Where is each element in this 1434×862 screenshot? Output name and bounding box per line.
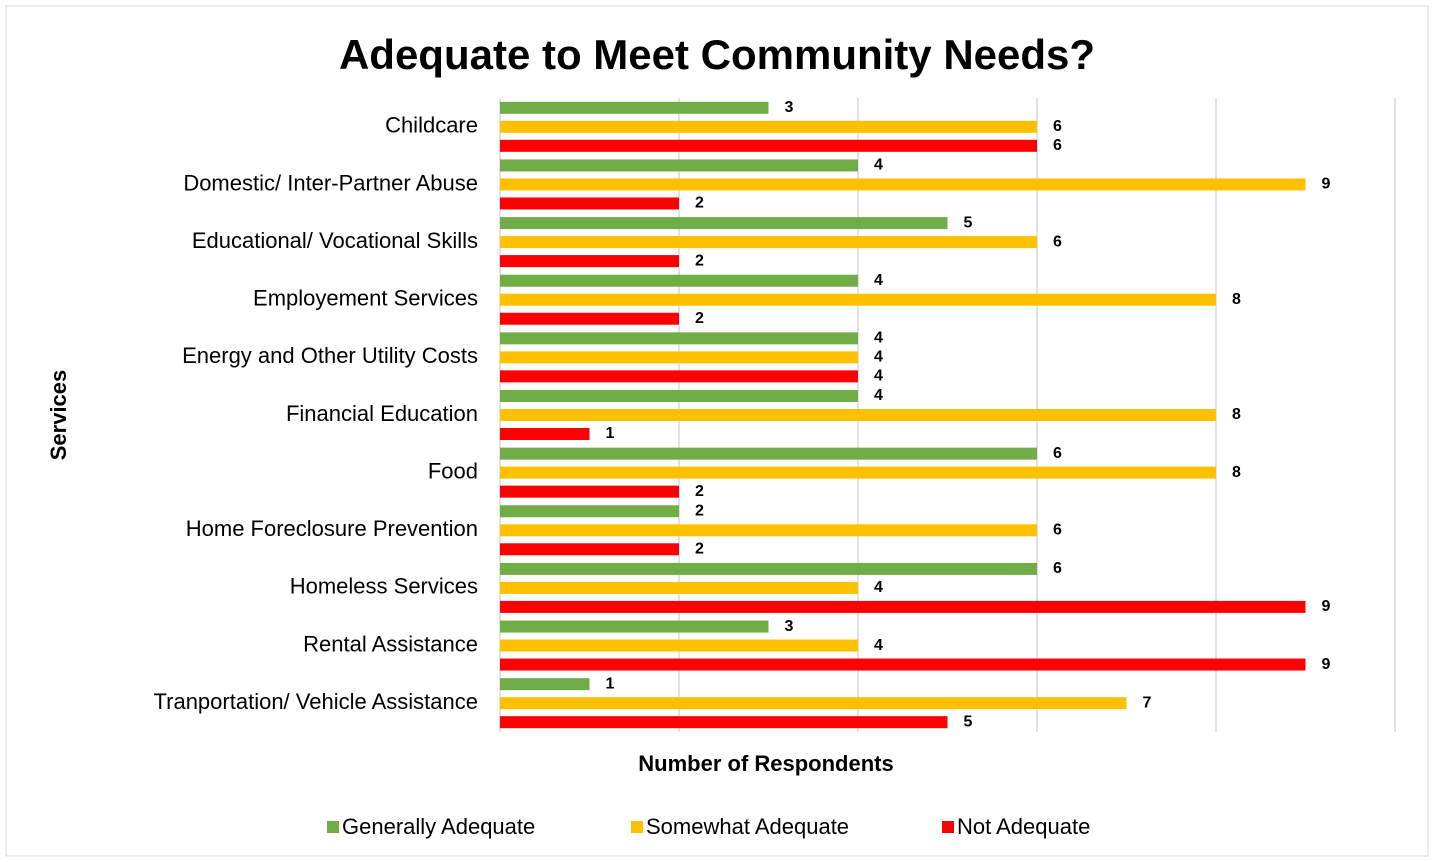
legend-label: Somewhat Adequate xyxy=(646,814,849,839)
bar xyxy=(500,505,679,518)
bar xyxy=(500,255,679,268)
x-axis-label: Number of Respondents xyxy=(638,751,893,776)
value-label: 4 xyxy=(874,368,883,385)
bar xyxy=(500,274,858,287)
bar xyxy=(500,101,769,114)
value-label: 9 xyxy=(1322,598,1331,615)
value-label: 4 xyxy=(874,637,883,654)
bar xyxy=(500,312,679,325)
bar xyxy=(500,159,858,172)
value-label: 2 xyxy=(695,502,704,519)
y-tick-label: Rental Assistance xyxy=(303,631,478,656)
bar xyxy=(500,139,1037,152)
bar xyxy=(500,678,590,691)
bar xyxy=(500,409,1216,421)
y-tick-label: Energy and Other Utility Costs xyxy=(182,343,478,368)
bar xyxy=(500,293,1216,306)
value-label: 2 xyxy=(695,540,704,557)
value-label: 2 xyxy=(695,483,704,500)
legend-swatch xyxy=(631,821,643,833)
bar xyxy=(500,620,769,633)
value-label: 6 xyxy=(1053,233,1062,250)
value-label: 1 xyxy=(606,425,615,442)
value-label: 4 xyxy=(874,579,883,596)
bar xyxy=(500,351,858,364)
value-label: 6 xyxy=(1053,118,1062,135)
bar xyxy=(500,716,948,729)
y-tick-label: Tranportation/ Vehicle Assistance xyxy=(154,689,478,714)
bar xyxy=(500,447,1037,460)
y-tick-label: Childcare xyxy=(385,113,478,138)
value-label: 8 xyxy=(1232,291,1241,308)
bar xyxy=(500,332,858,345)
bar xyxy=(500,236,1037,249)
value-label: 5 xyxy=(964,713,973,730)
bar xyxy=(500,524,1037,537)
y-tick-label: Employement Services xyxy=(253,286,478,311)
value-label: 4 xyxy=(874,157,883,174)
bar xyxy=(500,543,679,556)
y-axis-label: Services xyxy=(46,370,71,461)
bar xyxy=(500,658,1306,671)
value-label: 6 xyxy=(1053,521,1062,538)
y-tick-label: Educational/ Vocational Skills xyxy=(192,228,478,253)
value-label: 6 xyxy=(1053,137,1062,154)
value-label: 4 xyxy=(874,349,883,366)
value-label: 7 xyxy=(1143,694,1152,711)
bar xyxy=(500,217,948,230)
bar xyxy=(500,390,858,402)
bar xyxy=(500,639,858,652)
value-label: 6 xyxy=(1053,445,1062,462)
value-label: 3 xyxy=(785,618,794,635)
y-tick-label: Financial Education xyxy=(286,401,478,426)
value-label: 5 xyxy=(964,214,973,231)
chart-title: Adequate to Meet Community Needs? xyxy=(339,31,1095,78)
value-label: 4 xyxy=(874,387,883,404)
bar xyxy=(500,466,1216,479)
legend-swatch xyxy=(942,821,954,833)
bar xyxy=(500,697,1127,710)
bar xyxy=(500,581,858,594)
value-label: 4 xyxy=(874,330,883,347)
y-tick-label: Domestic/ Inter-Partner Abuse xyxy=(183,170,478,195)
bar xyxy=(500,600,1306,613)
value-label: 6 xyxy=(1053,560,1062,577)
value-label: 2 xyxy=(695,252,704,269)
chart-border xyxy=(5,5,1429,857)
value-label: 8 xyxy=(1232,464,1241,481)
y-tick-label: Home Foreclosure Prevention xyxy=(186,516,478,541)
bar xyxy=(500,120,1037,133)
bar xyxy=(500,485,679,498)
bar xyxy=(500,428,590,440)
value-label: 2 xyxy=(695,195,704,212)
bar xyxy=(500,197,679,210)
value-label: 1 xyxy=(606,675,615,692)
legend-swatch xyxy=(327,821,339,833)
y-tick-label: Food xyxy=(428,458,478,483)
legend-label: Not Adequate xyxy=(957,814,1090,839)
value-label: 9 xyxy=(1322,656,1331,673)
y-tick-label: Homeless Services xyxy=(290,574,478,599)
value-label: 3 xyxy=(785,99,794,116)
legend-label: Generally Adequate xyxy=(342,814,535,839)
value-label: 4 xyxy=(874,272,883,289)
bar xyxy=(500,370,858,383)
value-label: 9 xyxy=(1322,176,1331,193)
bar xyxy=(500,178,1306,191)
bar xyxy=(500,562,1037,575)
value-label: 2 xyxy=(695,310,704,327)
value-label: 8 xyxy=(1232,406,1241,423)
